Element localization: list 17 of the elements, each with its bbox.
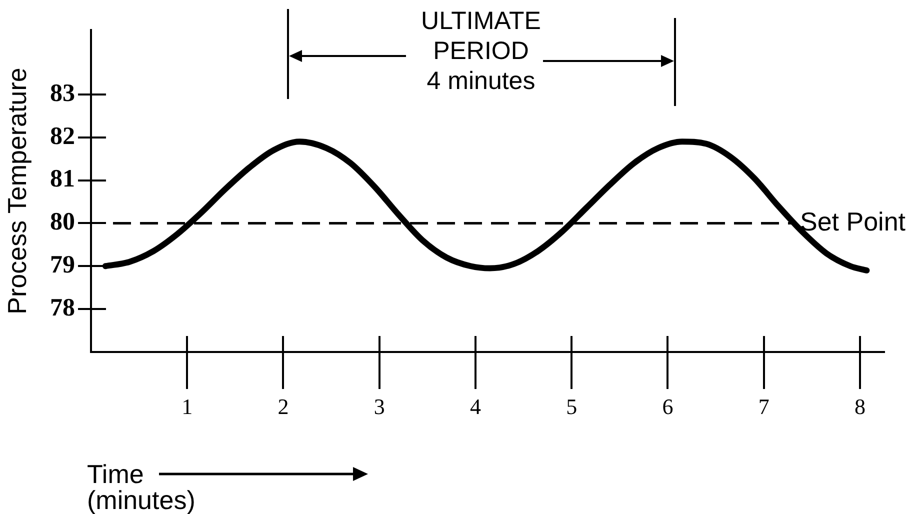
- y-tick-label: 82: [50, 122, 75, 150]
- annotation: ULTIMATE PERIOD 4 minutes: [421, 6, 541, 96]
- x-tick-label: 1: [182, 394, 193, 419]
- x-tick-label: 5: [566, 394, 578, 419]
- y-tick-label: 79: [50, 252, 75, 279]
- y-axis-title: Process Temperature: [2, 68, 32, 314]
- x-tick-label: 6: [662, 394, 674, 419]
- y-tick-label: 80: [50, 208, 75, 236]
- ref-line-label: Set Point: [800, 206, 906, 236]
- x-tick-label: 3: [374, 394, 385, 419]
- x-tick-label: 8: [854, 394, 866, 419]
- y-tick-label: 81: [50, 166, 75, 193]
- y-tick-label: 78: [50, 294, 75, 322]
- x-tick-label: 7: [758, 394, 770, 419]
- y-tick-label: 83: [50, 80, 75, 107]
- x-tick-label: 4: [470, 394, 481, 419]
- x-tick-label: 2: [278, 394, 289, 419]
